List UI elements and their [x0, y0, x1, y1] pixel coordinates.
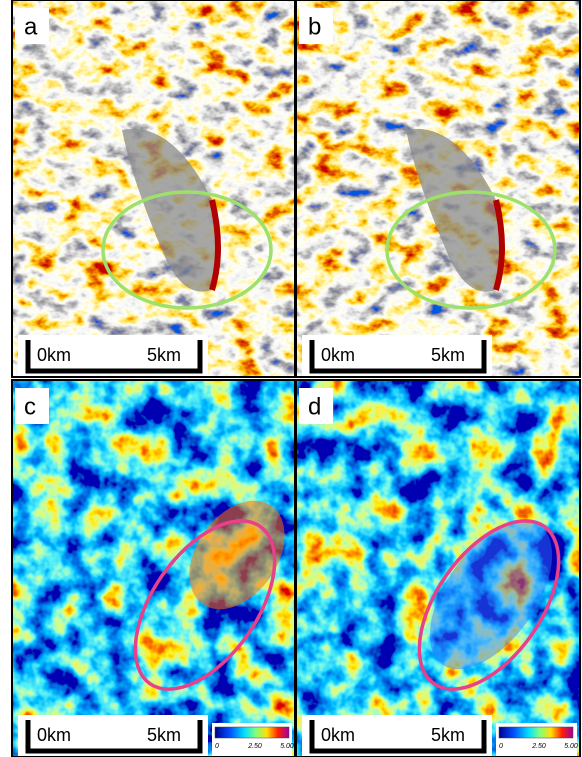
scale-start: 0km	[37, 725, 71, 745]
panel	[296, 0, 580, 377]
colorbar-label: 0	[215, 743, 219, 750]
colorbar-label: 5.00	[280, 743, 294, 750]
panel-label: a	[24, 13, 38, 40]
colorbar	[215, 727, 289, 738]
figure: a 0km 5km b 0km 5km c 0km 5km 0 2.50 5.00 d 0km 5km 0 2.…	[0, 0, 582, 757]
panel	[12, 380, 304, 757]
colorbar-label: 2.50	[247, 743, 262, 750]
colorbar-label: 5.00	[564, 743, 578, 750]
scale-end: 5km	[147, 725, 181, 745]
scale-end: 5km	[431, 725, 465, 745]
colorbar-label: 0	[499, 743, 503, 750]
scale-end: 5km	[147, 345, 181, 365]
colorbar	[499, 727, 573, 738]
panel-label: d	[308, 393, 321, 420]
panel	[296, 380, 582, 757]
scale-start: 0km	[321, 345, 355, 365]
scale-start: 0km	[37, 345, 71, 365]
panel-label: b	[308, 13, 321, 40]
panel-label: c	[24, 393, 36, 420]
panel	[12, 0, 295, 377]
scale-end: 5km	[431, 345, 465, 365]
scale-start: 0km	[321, 725, 355, 745]
colorbar-label: 2.50	[531, 743, 546, 750]
